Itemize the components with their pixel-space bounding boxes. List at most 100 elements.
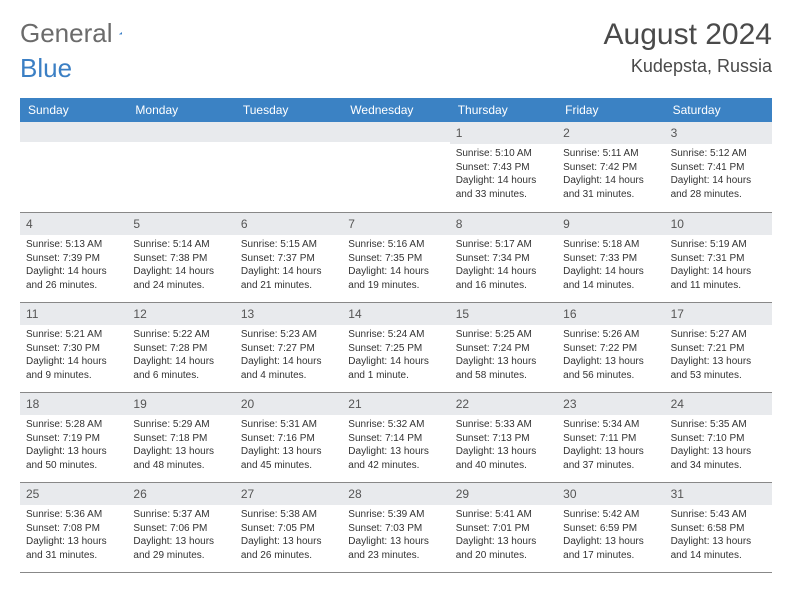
empty-cell [127, 122, 234, 212]
day-number: 14 [342, 303, 449, 325]
daylight-line: Daylight: 14 hours and 26 minutes. [26, 265, 121, 292]
calendar-bottom-border [20, 572, 772, 573]
daylight-line: Daylight: 14 hours and 24 minutes. [133, 265, 228, 292]
day-cell: 20Sunrise: 5:31 AMSunset: 7:16 PMDayligh… [235, 392, 342, 482]
sunset-line: Sunset: 7:34 PM [456, 252, 551, 266]
sunset-line: Sunset: 7:28 PM [133, 342, 228, 356]
day-number: 10 [665, 213, 772, 235]
sunrise-line: Sunrise: 5:27 AM [671, 328, 766, 342]
sunset-line: Sunset: 7:41 PM [671, 161, 766, 175]
daylight-line: Daylight: 13 hours and 37 minutes. [563, 445, 658, 472]
sunset-line: Sunset: 7:11 PM [563, 432, 658, 446]
daylight-line: Daylight: 13 hours and 14 minutes. [671, 535, 766, 562]
daylight-line: Daylight: 13 hours and 31 minutes. [26, 535, 121, 562]
dow-sunday: Sunday [20, 98, 127, 122]
daylight-line: Daylight: 13 hours and 58 minutes. [456, 355, 551, 382]
day-cell: 15Sunrise: 5:25 AMSunset: 7:24 PMDayligh… [450, 302, 557, 392]
sunset-line: Sunset: 7:14 PM [348, 432, 443, 446]
daylight-line: Daylight: 14 hours and 28 minutes. [671, 174, 766, 201]
sunset-line: Sunset: 7:05 PM [241, 522, 336, 536]
sunset-line: Sunset: 7:24 PM [456, 342, 551, 356]
daylight-line: Daylight: 14 hours and 1 minute. [348, 355, 443, 382]
day-number: 25 [20, 483, 127, 505]
daylight-line: Daylight: 14 hours and 6 minutes. [133, 355, 228, 382]
daylight-line: Daylight: 14 hours and 19 minutes. [348, 265, 443, 292]
sunrise-line: Sunrise: 5:19 AM [671, 238, 766, 252]
day-number: 1 [450, 122, 557, 144]
day-cell: 22Sunrise: 5:33 AMSunset: 7:13 PMDayligh… [450, 392, 557, 482]
sunset-line: Sunset: 7:43 PM [456, 161, 551, 175]
sunrise-line: Sunrise: 5:14 AM [133, 238, 228, 252]
day-number: 12 [127, 303, 234, 325]
day-cell: 28Sunrise: 5:39 AMSunset: 7:03 PMDayligh… [342, 482, 449, 572]
sunrise-line: Sunrise: 5:33 AM [456, 418, 551, 432]
sunset-line: Sunset: 7:33 PM [563, 252, 658, 266]
day-number: 7 [342, 213, 449, 235]
daylight-line: Daylight: 13 hours and 26 minutes. [241, 535, 336, 562]
day-cell: 18Sunrise: 5:28 AMSunset: 7:19 PMDayligh… [20, 392, 127, 482]
day-number: 15 [450, 303, 557, 325]
sunrise-line: Sunrise: 5:29 AM [133, 418, 228, 432]
daylight-line: Daylight: 13 hours and 56 minutes. [563, 355, 658, 382]
daylight-line: Daylight: 14 hours and 9 minutes. [26, 355, 121, 382]
sunrise-line: Sunrise: 5:35 AM [671, 418, 766, 432]
sunrise-line: Sunrise: 5:43 AM [671, 508, 766, 522]
day-cell: 9Sunrise: 5:18 AMSunset: 7:33 PMDaylight… [557, 212, 664, 302]
sunrise-line: Sunrise: 5:26 AM [563, 328, 658, 342]
sunrise-line: Sunrise: 5:32 AM [348, 418, 443, 432]
daylight-line: Daylight: 14 hours and 4 minutes. [241, 355, 336, 382]
day-number: 18 [20, 393, 127, 415]
empty-cell [342, 122, 449, 212]
day-number: 3 [665, 122, 772, 144]
sunset-line: Sunset: 7:03 PM [348, 522, 443, 536]
day-number: 19 [127, 393, 234, 415]
sunrise-line: Sunrise: 5:42 AM [563, 508, 658, 522]
daylight-line: Daylight: 14 hours and 11 minutes. [671, 265, 766, 292]
daylight-line: Daylight: 13 hours and 40 minutes. [456, 445, 551, 472]
sunset-line: Sunset: 6:59 PM [563, 522, 658, 536]
day-number: 8 [450, 213, 557, 235]
sunset-line: Sunset: 7:10 PM [671, 432, 766, 446]
sunrise-line: Sunrise: 5:36 AM [26, 508, 121, 522]
day-number: 2 [557, 122, 664, 144]
daylight-line: Daylight: 13 hours and 50 minutes. [26, 445, 121, 472]
sunrise-line: Sunrise: 5:38 AM [241, 508, 336, 522]
empty-daynum [20, 122, 127, 142]
day-number: 30 [557, 483, 664, 505]
daylight-line: Daylight: 13 hours and 17 minutes. [563, 535, 658, 562]
daylight-line: Daylight: 13 hours and 29 minutes. [133, 535, 228, 562]
day-cell: 7Sunrise: 5:16 AMSunset: 7:35 PMDaylight… [342, 212, 449, 302]
dow-tuesday: Tuesday [235, 98, 342, 122]
sunset-line: Sunset: 7:31 PM [671, 252, 766, 266]
daylight-line: Daylight: 14 hours and 33 minutes. [456, 174, 551, 201]
dow-saturday: Saturday [665, 98, 772, 122]
sunset-line: Sunset: 7:13 PM [456, 432, 551, 446]
day-cell: 6Sunrise: 5:15 AMSunset: 7:37 PMDaylight… [235, 212, 342, 302]
sunrise-line: Sunrise: 5:18 AM [563, 238, 658, 252]
sunrise-line: Sunrise: 5:11 AM [563, 147, 658, 161]
day-cell: 12Sunrise: 5:22 AMSunset: 7:28 PMDayligh… [127, 302, 234, 392]
sunrise-line: Sunrise: 5:24 AM [348, 328, 443, 342]
day-cell: 21Sunrise: 5:32 AMSunset: 7:14 PMDayligh… [342, 392, 449, 482]
daylight-line: Daylight: 13 hours and 34 minutes. [671, 445, 766, 472]
sunset-line: Sunset: 7:06 PM [133, 522, 228, 536]
sunset-line: Sunset: 7:25 PM [348, 342, 443, 356]
day-number: 9 [557, 213, 664, 235]
day-cell: 27Sunrise: 5:38 AMSunset: 7:05 PMDayligh… [235, 482, 342, 572]
logo-triangle-icon [119, 24, 122, 42]
dow-friday: Friday [557, 98, 664, 122]
day-cell: 24Sunrise: 5:35 AMSunset: 7:10 PMDayligh… [665, 392, 772, 482]
daylight-line: Daylight: 13 hours and 42 minutes. [348, 445, 443, 472]
empty-daynum [235, 122, 342, 142]
daylight-line: Daylight: 13 hours and 45 minutes. [241, 445, 336, 472]
daylight-line: Daylight: 13 hours and 23 minutes. [348, 535, 443, 562]
day-cell: 31Sunrise: 5:43 AMSunset: 6:58 PMDayligh… [665, 482, 772, 572]
sunrise-line: Sunrise: 5:39 AM [348, 508, 443, 522]
day-number: 6 [235, 213, 342, 235]
daylight-line: Daylight: 13 hours and 48 minutes. [133, 445, 228, 472]
day-number: 20 [235, 393, 342, 415]
logo-text-blue: Blue [20, 53, 72, 84]
dow-thursday: Thursday [450, 98, 557, 122]
day-cell: 8Sunrise: 5:17 AMSunset: 7:34 PMDaylight… [450, 212, 557, 302]
sunset-line: Sunset: 7:27 PM [241, 342, 336, 356]
